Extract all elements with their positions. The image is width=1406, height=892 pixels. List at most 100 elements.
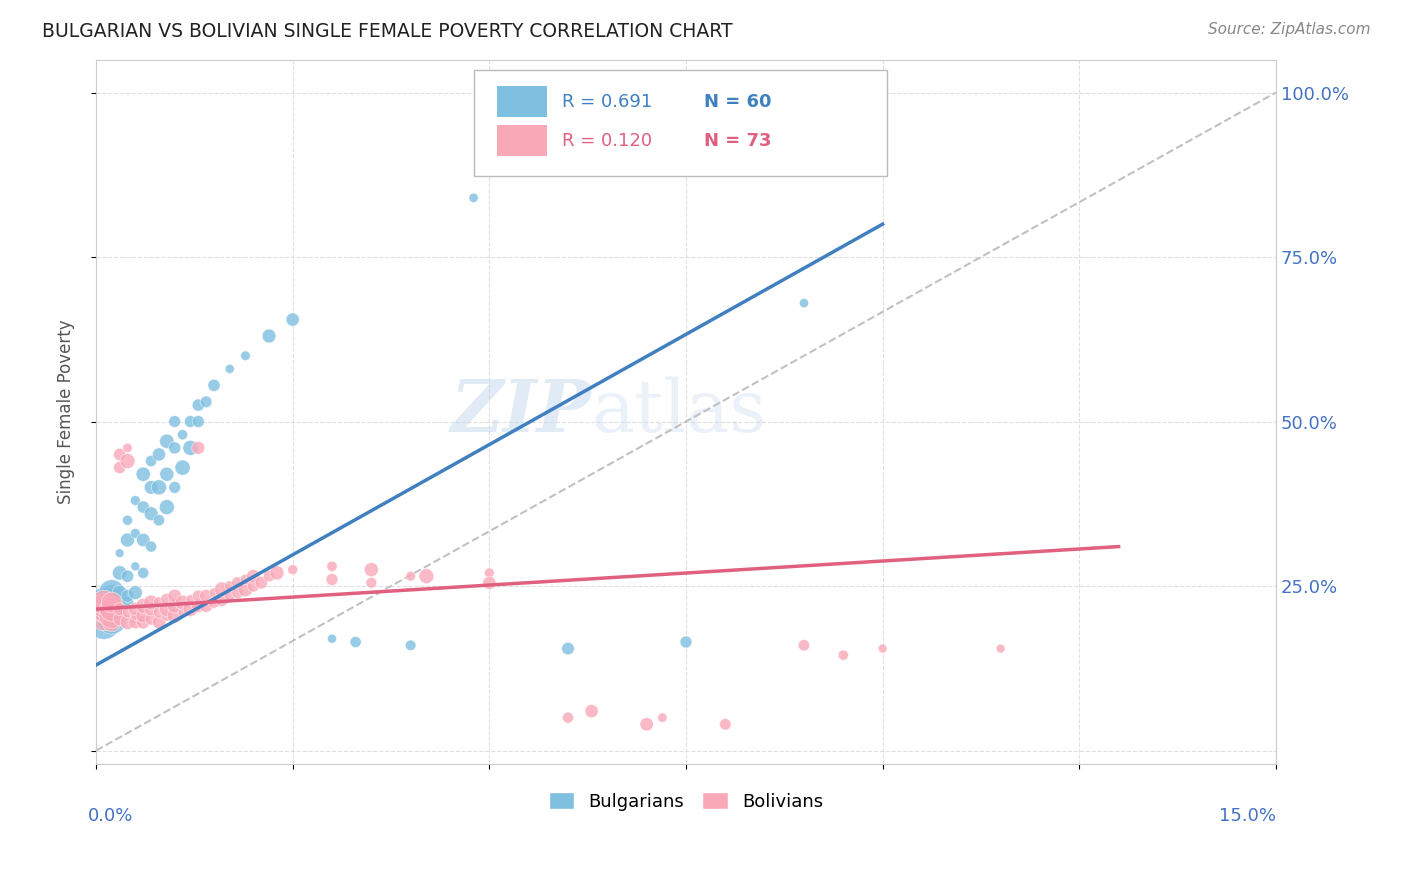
Point	[148, 615, 170, 630]
Text: 15.0%: 15.0%	[1219, 806, 1277, 824]
Point	[226, 575, 249, 590]
Y-axis label: Single Female Poverty: Single Female Poverty	[58, 319, 75, 504]
Point	[93, 599, 115, 613]
Point	[399, 569, 422, 583]
Point	[235, 349, 257, 363]
Point	[100, 606, 122, 620]
Point	[124, 559, 146, 574]
Point	[344, 635, 367, 649]
Point	[793, 638, 815, 652]
Point	[124, 608, 146, 623]
Point	[211, 592, 233, 607]
FancyBboxPatch shape	[498, 125, 547, 156]
Point	[478, 566, 501, 580]
Point	[93, 595, 115, 609]
Point	[478, 575, 501, 590]
Point	[148, 595, 170, 609]
Point	[793, 296, 815, 310]
Point	[195, 394, 218, 409]
Point	[148, 513, 170, 527]
Point	[581, 704, 603, 718]
Point	[172, 427, 194, 442]
Point	[242, 579, 264, 593]
Point	[187, 441, 209, 455]
Point	[156, 500, 179, 514]
Point	[148, 480, 170, 494]
Point	[93, 602, 115, 616]
Point	[132, 467, 155, 482]
Point	[132, 500, 155, 514]
Point	[124, 602, 146, 616]
Point	[93, 606, 115, 620]
Point	[250, 575, 273, 590]
Point	[163, 589, 186, 603]
Point	[108, 566, 131, 580]
Point	[179, 602, 201, 616]
Point	[872, 641, 894, 656]
Point	[117, 569, 139, 583]
Point	[148, 606, 170, 620]
Text: R = 0.120: R = 0.120	[562, 132, 652, 150]
Point	[100, 615, 122, 630]
Point	[100, 595, 122, 609]
Point	[463, 191, 485, 205]
Point	[156, 467, 179, 482]
Point	[187, 398, 209, 412]
Point	[93, 595, 115, 609]
Point	[139, 507, 162, 521]
Point	[139, 540, 162, 554]
FancyBboxPatch shape	[474, 70, 887, 176]
Point	[235, 582, 257, 597]
Point	[415, 569, 437, 583]
Point	[124, 526, 146, 541]
Point	[108, 599, 131, 613]
Point	[124, 585, 146, 599]
Point	[163, 441, 186, 455]
Point	[281, 312, 304, 326]
Point	[179, 415, 201, 429]
FancyBboxPatch shape	[498, 87, 547, 118]
Point	[235, 573, 257, 587]
Point	[156, 434, 179, 449]
Point	[156, 592, 179, 607]
Point	[117, 615, 139, 630]
Point	[139, 480, 162, 494]
Point	[187, 415, 209, 429]
Point	[100, 602, 122, 616]
Point	[218, 589, 240, 603]
Text: Source: ZipAtlas.com: Source: ZipAtlas.com	[1208, 22, 1371, 37]
Point	[117, 441, 139, 455]
Point	[226, 585, 249, 599]
Point	[187, 589, 209, 603]
Point	[156, 608, 179, 623]
Point	[557, 711, 579, 725]
Point	[321, 632, 343, 646]
Point	[202, 595, 225, 609]
Point	[139, 595, 162, 609]
Point	[132, 599, 155, 613]
Point	[108, 460, 131, 475]
Point	[172, 460, 194, 475]
Point	[108, 602, 131, 616]
Point	[832, 648, 855, 662]
Point	[100, 585, 122, 599]
Text: N = 60: N = 60	[703, 93, 770, 111]
Point	[675, 635, 697, 649]
Text: ZIP: ZIP	[451, 376, 592, 447]
Point	[117, 595, 139, 609]
Point	[124, 493, 146, 508]
Point	[163, 415, 186, 429]
Point	[108, 602, 131, 616]
Point	[117, 589, 139, 603]
Point	[218, 579, 240, 593]
Point	[651, 711, 673, 725]
Point	[636, 717, 658, 731]
Point	[100, 608, 122, 623]
Point	[399, 638, 422, 652]
Legend: Bulgarians, Bolivians: Bulgarians, Bolivians	[541, 785, 831, 818]
Point	[108, 546, 131, 560]
Point	[93, 608, 115, 623]
Text: BULGARIAN VS BOLIVIAN SINGLE FEMALE POVERTY CORRELATION CHART: BULGARIAN VS BOLIVIAN SINGLE FEMALE POVE…	[42, 22, 733, 41]
Point	[179, 592, 201, 607]
Point	[132, 566, 155, 580]
